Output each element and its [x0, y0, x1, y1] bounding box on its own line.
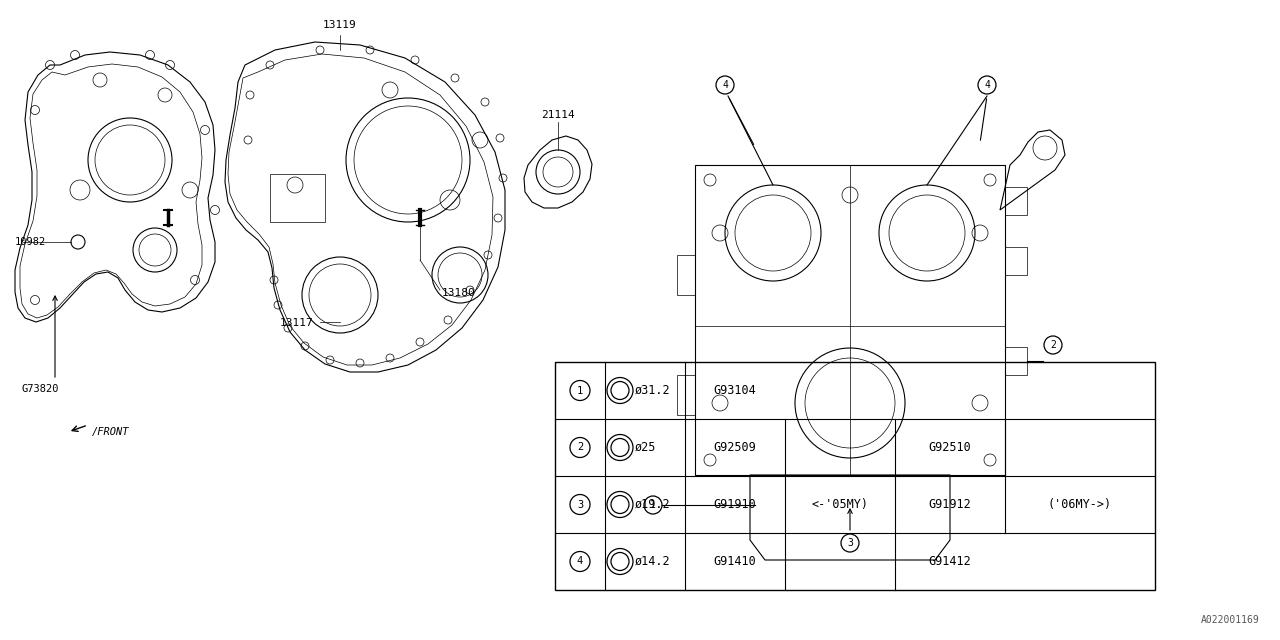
Text: G92509: G92509: [714, 441, 756, 454]
Text: ø14.2: ø14.2: [635, 555, 671, 568]
Text: 21114: 21114: [541, 110, 575, 120]
Text: 2: 2: [577, 442, 584, 452]
Bar: [677, 255, 695, 295]
Bar: [1005, 347, 1027, 375]
Text: 3: 3: [847, 538, 852, 548]
Text: G91410: G91410: [714, 555, 756, 568]
Text: 13180: 13180: [442, 288, 476, 298]
Text: G73820: G73820: [22, 384, 59, 394]
Bar: [1005, 247, 1027, 275]
Text: ø25: ø25: [635, 441, 657, 454]
Bar: [1005, 187, 1027, 215]
Text: G93104: G93104: [714, 384, 756, 397]
Text: 13117: 13117: [280, 318, 314, 328]
Bar: [270, 174, 325, 222]
Text: 1: 1: [577, 385, 584, 396]
Text: ø19.2: ø19.2: [635, 498, 671, 511]
Text: 3: 3: [577, 499, 584, 509]
Text: 13119: 13119: [323, 20, 357, 30]
Text: 2: 2: [1050, 340, 1056, 350]
Text: 10982: 10982: [15, 237, 46, 247]
Text: 4: 4: [577, 557, 584, 566]
Text: 4: 4: [984, 80, 989, 90]
Bar: [556, 362, 1155, 590]
Text: ('06MY->): ('06MY->): [1048, 498, 1112, 511]
Text: /FRONT: /FRONT: [92, 427, 129, 437]
Text: ø31.2: ø31.2: [635, 384, 671, 397]
Text: G91412: G91412: [928, 555, 972, 568]
Text: G92510: G92510: [928, 441, 972, 454]
Text: A022001169: A022001169: [1201, 615, 1260, 625]
Bar: [677, 375, 695, 415]
Text: 4: 4: [722, 80, 728, 90]
Text: G91912: G91912: [928, 498, 972, 511]
Text: 1: 1: [650, 500, 655, 510]
Bar: [695, 165, 1005, 475]
Text: <-'05MY): <-'05MY): [812, 498, 869, 511]
Text: G91910: G91910: [714, 498, 756, 511]
